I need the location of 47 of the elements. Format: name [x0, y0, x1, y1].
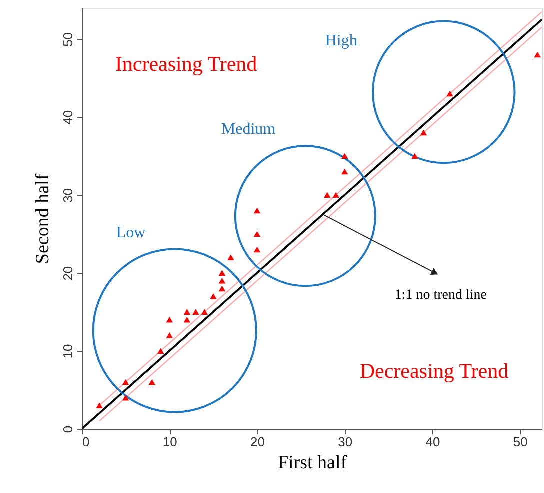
point — [254, 208, 261, 214]
x-axis-title: First half — [278, 452, 348, 474]
point — [332, 192, 340, 198]
point — [166, 316, 173, 323]
y-tick-label: 50 — [60, 32, 76, 47]
y-axis-title: Second half — [32, 173, 54, 264]
point — [254, 246, 261, 253]
x-tick-label: 10 — [162, 434, 178, 450]
x-tick-label: 50 — [513, 434, 528, 450]
point — [122, 394, 130, 401]
x-tick-label: 0 — [82, 434, 90, 450]
point — [534, 52, 541, 58]
annotation: Medium — [221, 120, 276, 138]
y-tick-label: 0 — [60, 426, 76, 434]
point — [412, 153, 418, 160]
y-tick-label: 10 — [60, 344, 76, 359]
point — [184, 309, 190, 315]
annotation: Low — [116, 224, 146, 242]
annotation: Increasing Trend — [115, 52, 258, 76]
point — [158, 348, 164, 354]
point — [324, 192, 331, 198]
annotation: High — [325, 32, 358, 50]
x-tick-label: 20 — [250, 434, 265, 450]
point — [122, 379, 130, 386]
point — [184, 316, 190, 323]
point — [148, 379, 156, 386]
point — [228, 254, 234, 260]
x-tick-label: 40 — [426, 434, 440, 450]
point — [192, 309, 200, 315]
point — [446, 90, 454, 97]
point — [218, 270, 226, 276]
point — [210, 294, 217, 300]
point — [166, 332, 173, 338]
point — [218, 286, 226, 292]
point — [342, 168, 348, 175]
y-tick-label: 40 — [60, 110, 76, 125]
point — [218, 278, 226, 284]
annotation: 1:1 no trend line — [394, 288, 487, 303]
point — [201, 309, 208, 315]
point — [342, 153, 348, 160]
annotation: Decreasing Trend — [360, 359, 510, 384]
point — [420, 130, 428, 136]
x-tick-label: 30 — [338, 434, 353, 450]
y-tick-label: 20 — [60, 266, 76, 281]
point — [254, 231, 261, 237]
y-tick-label: 30 — [60, 188, 76, 203]
point — [96, 402, 103, 409]
